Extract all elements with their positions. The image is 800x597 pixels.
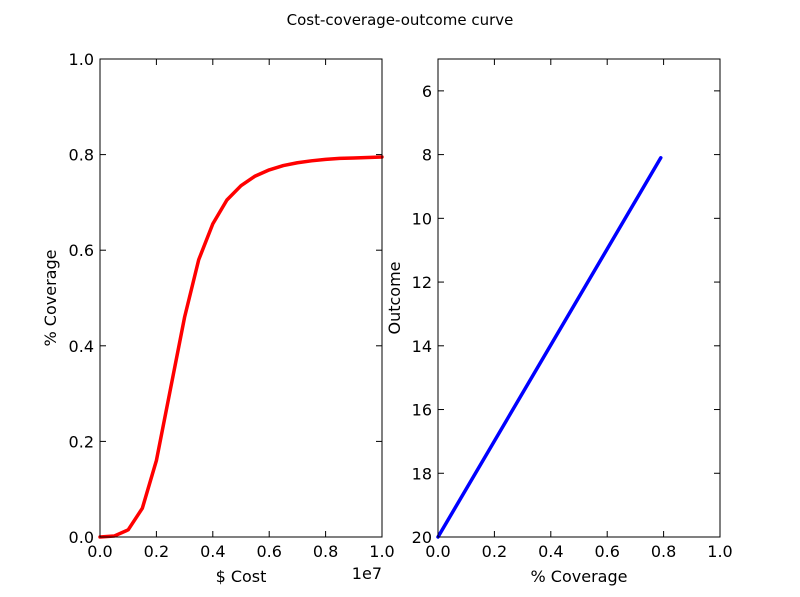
x-tick-label: 1.0 <box>369 542 394 561</box>
x-tick-label: 1.0 <box>707 542 732 561</box>
x-tick-label: 0.8 <box>651 542 676 561</box>
coverage-axis-label: % Coverage <box>41 250 60 347</box>
y-tick-label: 16 <box>412 401 432 420</box>
y-tick-label: 18 <box>412 464 432 483</box>
x-tick-label: 0.2 <box>482 542 507 561</box>
coverage-outcome-y-ticks: 6 8 10 12 14 16 18 20 <box>412 82 720 547</box>
y-tick-label: 8 <box>422 146 432 165</box>
y-tick-label: 0.4 <box>69 337 94 356</box>
coverage-outcome-x-ticks: 0.0 0.2 0.4 0.6 0.8 1.0 <box>425 59 733 561</box>
x-tick-label: 0.0 <box>425 542 450 561</box>
coverage-axis-label-right: % Coverage <box>531 567 628 586</box>
y-tick-label: 12 <box>412 273 432 292</box>
x-tick-label: 0.6 <box>256 542 281 561</box>
x-tick-label: 0.4 <box>200 542 225 561</box>
x-tick-label: 0.2 <box>144 542 169 561</box>
y-tick-label: 14 <box>412 337 432 356</box>
y-tick-label: 6 <box>422 82 432 101</box>
figure-title: Cost-coverage-outcome curve <box>287 11 514 29</box>
cost-coverage-y-ticks: 0.0 0.2 0.4 0.6 0.8 1.0 <box>69 50 382 547</box>
x-tick-label: 0.8 <box>313 542 338 561</box>
y-tick-label: 10 <box>412 209 432 228</box>
y-tick-label: 0.2 <box>69 432 94 451</box>
y-tick-label: 1.0 <box>69 50 94 69</box>
y-tick-label: 20 <box>412 528 432 547</box>
x-tick-label: 0.6 <box>594 542 619 561</box>
y-tick-label: 0.8 <box>69 146 94 165</box>
x-tick-label: 0.4 <box>538 542 563 561</box>
cost-axis-offset-label: 1e7 <box>352 564 382 583</box>
coverage-outcome-subplot: 0.0 0.2 0.4 0.6 0.8 1.0 6 8 10 12 14 16 18 20 % Cove… <box>385 58 733 586</box>
y-tick-label: 0.0 <box>69 528 94 547</box>
y-tick-label: 0.6 <box>69 241 94 260</box>
outcome-axis-label: Outcome <box>385 261 404 334</box>
x-tick-label: 0.0 <box>87 542 112 561</box>
coverage-outcome-line <box>436 156 663 539</box>
cost-coverage-line <box>98 155 384 539</box>
cost-coverage-subplot: 0.0 0.2 0.4 0.6 0.8 1.0 0.0 0.2 0.4 0.6 0.8 1.0 $ … <box>41 50 395 586</box>
coverage-outcome-axes-frame <box>437 58 721 538</box>
cost-axis-label: $ Cost <box>216 567 267 586</box>
cost-coverage-axes-frame <box>99 58 383 538</box>
cost-coverage-x-ticks: 0.0 0.2 0.4 0.6 0.8 1.0 <box>87 59 395 561</box>
